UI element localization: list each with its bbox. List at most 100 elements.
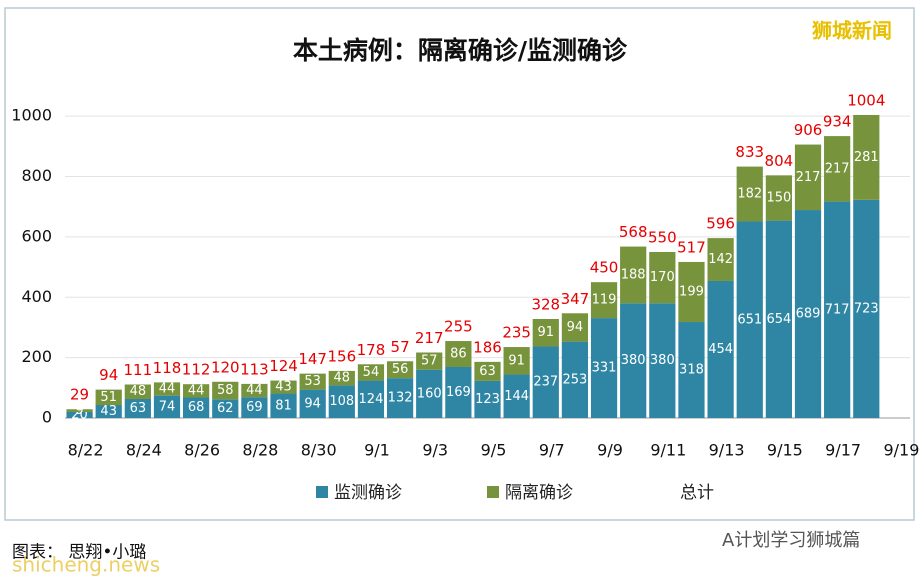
segment-label: 454 — [708, 342, 733, 357]
bar-segment — [620, 246, 647, 304]
x-tick-label: 9/13 — [709, 441, 745, 460]
bar-segment — [736, 221, 763, 418]
segment-label: 253 — [562, 372, 587, 387]
x-tick-label: 9/17 — [825, 441, 861, 460]
segment-label: 91 — [508, 353, 525, 368]
segment-label: 56 — [392, 362, 409, 377]
bar-segment — [357, 380, 385, 418]
segment-label: 199 — [679, 284, 704, 299]
x-tick-label: 8/30 — [301, 441, 337, 460]
total-label: 1004 — [847, 91, 885, 109]
total-label: 29 — [70, 386, 89, 404]
bar-segment — [765, 175, 792, 221]
segment-label: 53 — [304, 374, 321, 389]
segment-label: 717 — [825, 302, 850, 317]
segment-label: 58 — [217, 383, 234, 398]
total-label: 147 — [298, 350, 327, 368]
segment-label: 237 — [533, 375, 558, 390]
bar-segment — [95, 405, 122, 418]
bar-segment — [561, 313, 589, 342]
site-watermark: shicheng.news — [12, 553, 160, 577]
x-tick-label: 8/22 — [68, 441, 104, 460]
total-label: 906 — [794, 121, 823, 139]
x-tick-label: 9/3 — [422, 441, 448, 460]
y-tick-label: 200 — [21, 347, 52, 366]
x-tick-label: 9/15 — [767, 441, 803, 460]
bar-segment — [299, 389, 326, 418]
bar-segment — [707, 280, 734, 418]
bar-segment — [241, 383, 268, 398]
total-label: 120 — [211, 358, 240, 376]
segment-label: 44 — [159, 382, 176, 397]
total-label: 934 — [823, 113, 852, 131]
caption: 图表： 思翔•小璐 — [12, 543, 146, 563]
bar-segment — [153, 382, 181, 396]
total-label: 328 — [531, 296, 560, 314]
bar-segment — [824, 136, 851, 202]
total-label: 178 — [357, 341, 386, 359]
bar-segment — [853, 199, 880, 418]
segment-label: 188 — [621, 267, 646, 282]
segment-label: 48 — [130, 384, 147, 399]
segment-label: 281 — [854, 150, 879, 165]
segment-label: 380 — [650, 353, 675, 368]
total-label: 255 — [444, 318, 473, 336]
total-label: 235 — [502, 324, 531, 342]
bar-segment — [328, 385, 355, 418]
segment-label: 723 — [854, 301, 879, 316]
bar-segment — [532, 346, 559, 418]
bar-segment — [124, 384, 151, 399]
segment-label: 142 — [708, 252, 733, 267]
segment-label: 9 — [75, 403, 83, 418]
bar-segment — [503, 374, 530, 418]
bar-segment — [678, 322, 705, 418]
total-label: 347 — [561, 290, 590, 308]
bar-segment — [445, 366, 472, 418]
y-tick-label: 0 — [42, 408, 52, 427]
legend-label: 隔离确诊 — [505, 483, 573, 503]
bar-segment — [649, 252, 676, 304]
y-tick-label: 800 — [21, 166, 52, 185]
total-label: 57 — [391, 338, 410, 356]
bar-segment — [416, 352, 443, 370]
bar-segment — [590, 282, 618, 319]
total-label: 94 — [99, 366, 118, 384]
bar-segment — [386, 361, 414, 379]
legend-swatch — [487, 486, 499, 498]
segment-label: 217 — [825, 161, 850, 176]
bar-segment — [328, 370, 355, 386]
bar-segment — [66, 409, 93, 412]
bar-segment — [183, 384, 210, 398]
x-tick-label: 9/7 — [539, 441, 565, 460]
segment-label: 44 — [246, 383, 263, 398]
bar-segment — [241, 397, 268, 418]
total-label: 517 — [677, 238, 706, 256]
bar-segment — [299, 373, 326, 390]
bar-segment — [66, 411, 93, 418]
x-tick-label: 9/19 — [883, 441, 919, 460]
bar-segment — [416, 369, 443, 418]
segment-label: 94 — [567, 320, 584, 335]
bar-segment — [95, 389, 122, 406]
bar-segment — [590, 318, 618, 418]
bar-segment — [212, 381, 239, 400]
bar-segment — [357, 364, 385, 381]
total-label: 450 — [590, 259, 619, 277]
segment-label: 43 — [100, 404, 117, 419]
segment-label: 144 — [504, 389, 529, 404]
bar-segment — [620, 303, 647, 418]
x-tick-label: 9/11 — [650, 441, 686, 460]
segment-label: 182 — [737, 187, 762, 202]
total-label: 833 — [735, 143, 764, 161]
segment-label: 68 — [188, 400, 205, 415]
segment-label: 169 — [446, 385, 471, 400]
bar-segment — [270, 380, 297, 394]
bar-segment — [649, 303, 676, 418]
bar-segment — [794, 144, 822, 211]
segment-label: 150 — [766, 190, 791, 205]
segment-label: 170 — [650, 270, 675, 285]
segment-label: 86 — [450, 347, 467, 362]
bar-segment — [153, 395, 181, 418]
legend-label: 总计 — [680, 483, 714, 503]
